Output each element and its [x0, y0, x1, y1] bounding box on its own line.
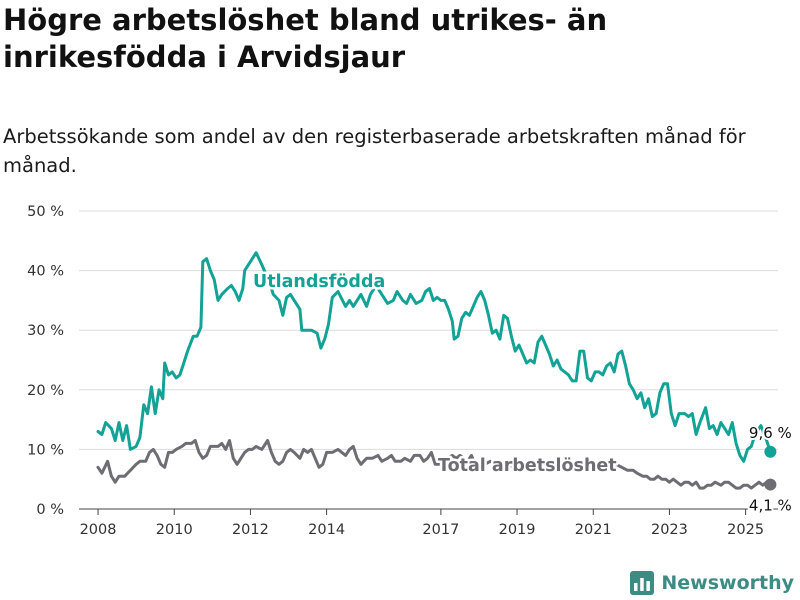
series-label-total: Total arbetslöshet	[438, 456, 617, 476]
series-label-utlandsfodda: Utlandsfödda	[253, 272, 385, 292]
x-tick-label: 2010	[156, 522, 193, 538]
y-tick-label: 50 %	[27, 204, 64, 220]
y-tick-label: 20 %	[27, 383, 64, 399]
x-tick-label: 2019	[499, 522, 536, 538]
x-tick-label: 2021	[575, 522, 612, 538]
bar-chart-icon	[630, 571, 655, 595]
x-tick-label: 2025	[727, 522, 764, 538]
y-tick-label: 40 %	[27, 264, 64, 280]
x-tick-label: 2023	[651, 522, 688, 538]
x-tick-label: 2012	[232, 522, 269, 538]
y-tick-label: 10 %	[27, 442, 64, 458]
y-tick-label: 0 %	[36, 502, 64, 518]
brand-name: Newsworthy	[661, 572, 794, 594]
chart-title: Högre arbetslöshet bland utrikes- än inr…	[3, 3, 608, 74]
y-tick-label: 30 %	[27, 323, 64, 339]
end-point-utlandsfodda	[764, 445, 777, 458]
x-tick-label: 2008	[80, 522, 117, 538]
end-point-total	[764, 478, 777, 491]
x-tick-label: 2017	[422, 522, 459, 538]
end-label-utlandsfodda: 9,6 %	[749, 424, 792, 442]
series-line-utlandsfodda	[96, 251, 772, 463]
series-line-total	[96, 439, 772, 490]
chart-subtitle: Arbetssökande som andel av den registerb…	[3, 125, 746, 177]
end-label-total: 4,1 %	[749, 497, 792, 515]
brand-logo: Newsworthy	[630, 571, 794, 595]
x-tick-label: 2014	[308, 522, 345, 538]
